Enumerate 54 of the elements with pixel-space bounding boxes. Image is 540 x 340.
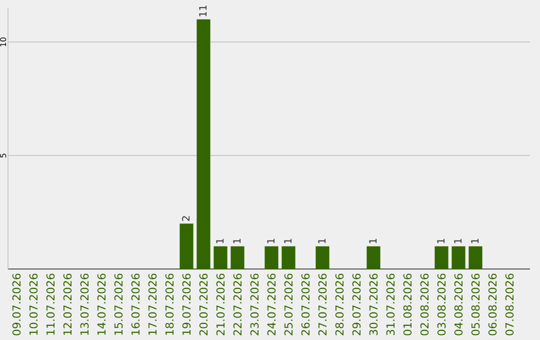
x-tick-label: 25.07.2026 (282, 273, 296, 336)
x-tick-label: 09.07.2026 (10, 273, 24, 336)
data-label: 1 (284, 238, 294, 244)
x-tick-label: 04.08.2026 (452, 273, 466, 336)
x-tick-label: 01.08.2026 (402, 273, 414, 336)
x-tick-label: 28.07.2026 (334, 273, 346, 336)
x-tick-label: 12.07.2026 (62, 273, 74, 336)
data-label: 1 (436, 238, 448, 244)
data-label: 1 (470, 238, 482, 244)
x-tick-label: 20.07.2026 (198, 273, 210, 336)
data-label: 1 (318, 238, 328, 244)
bar (282, 246, 296, 269)
bar (316, 246, 330, 269)
bar (366, 246, 380, 269)
y-tick-label: 5 (0, 152, 8, 158)
y-tick-label: 10 (0, 36, 8, 48)
data-label: 1 (216, 238, 226, 244)
x-tick-label: 23.07.2026 (248, 273, 262, 336)
x-tick-label: 21.07.2026 (214, 273, 228, 336)
bar (196, 19, 210, 269)
x-tick-label: 24.07.2026 (266, 273, 278, 336)
data-label: 11 (198, 4, 210, 18)
x-tick-label: 14.07.2026 (96, 273, 108, 336)
bar (180, 224, 194, 269)
x-tick-label: 29.07.2026 (350, 273, 364, 336)
data-label: 1 (368, 238, 380, 244)
data-label: 1 (454, 238, 464, 244)
x-tick-label: 10.07.2026 (28, 273, 40, 336)
bar (264, 246, 278, 269)
x-tick-label: 15.07.2026 (112, 273, 126, 336)
bar (214, 246, 228, 269)
x-tick-label: 05.08.2026 (470, 273, 482, 336)
x-tick-label: 11.07.2026 (44, 273, 58, 336)
x-tick-label: 22.07.2026 (232, 273, 244, 336)
bar (434, 246, 448, 269)
x-tick-label: 03.08.2026 (436, 273, 448, 336)
x-tick-label: 18.07.2026 (164, 273, 176, 336)
x-tick-label: 07.08.2026 (504, 273, 516, 336)
bar (452, 246, 466, 269)
x-tick-label: 06.08.2026 (486, 273, 500, 336)
data-label: 1 (232, 238, 244, 244)
data-label: 2 (182, 215, 192, 222)
bar (468, 246, 482, 269)
x-tick-label: 16.07.2026 (130, 273, 142, 336)
x-tick-label: 02.08.2026 (418, 273, 432, 336)
x-tick-label: 17.07.2026 (146, 273, 160, 336)
x-tick-label: 19.07.2026 (180, 273, 194, 336)
x-tick-label: 27.07.2026 (316, 273, 330, 336)
data-label: 1 (266, 238, 278, 244)
bar (230, 246, 244, 269)
x-tick-label: 26.07.2026 (300, 273, 312, 336)
x-tick-label: 31.07.2026 (384, 273, 398, 336)
x-tick-label: 30.07.2026 (368, 273, 380, 336)
x-tick-label: 13.07.2026 (78, 273, 92, 336)
